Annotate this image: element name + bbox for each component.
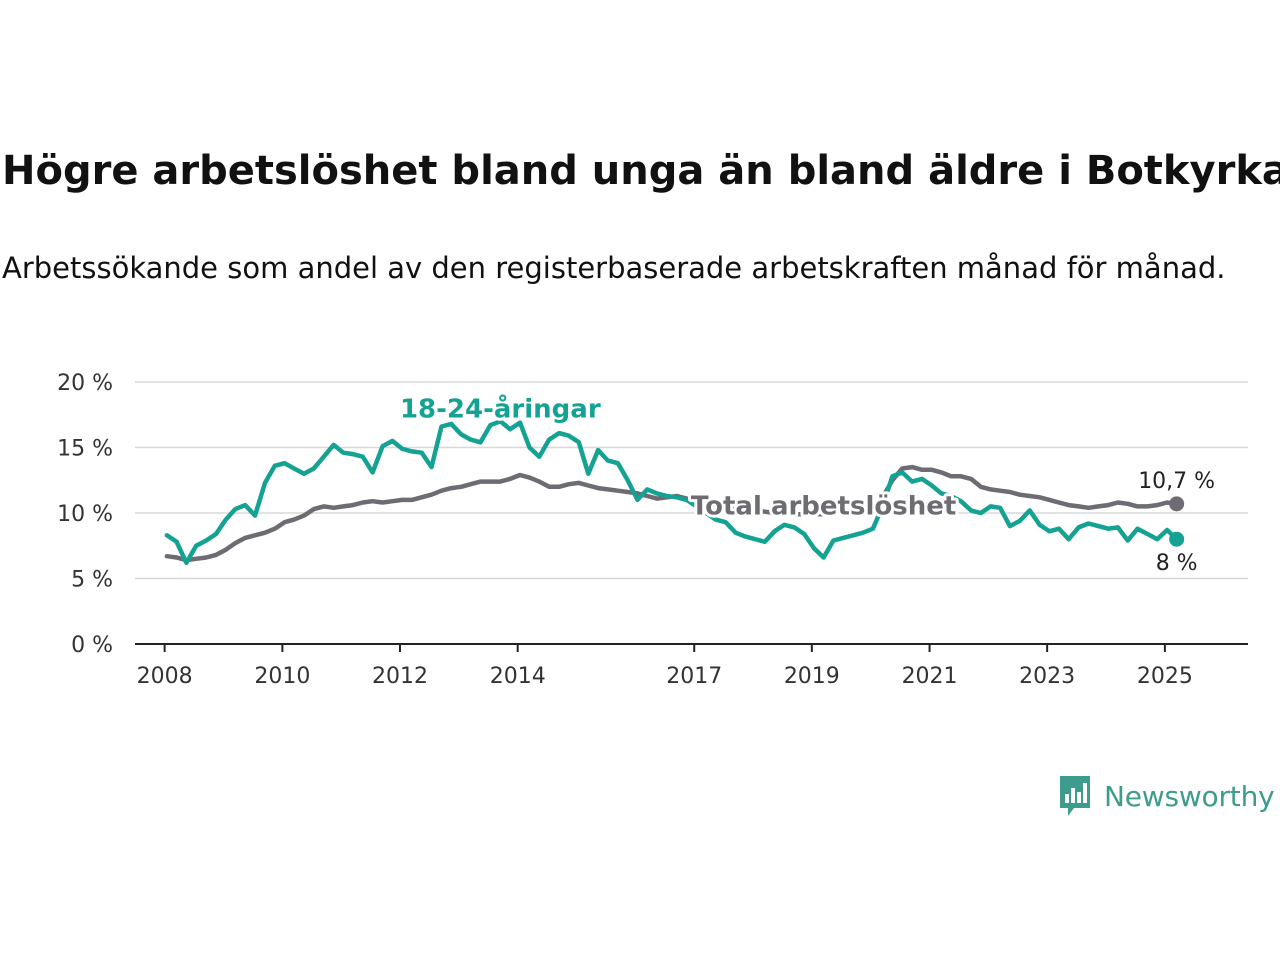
- newsworthy-chart-icon: [1060, 776, 1090, 816]
- x-tick-label: 2008: [137, 664, 193, 689]
- brand-name: Newsworthy: [1104, 779, 1275, 813]
- x-tick-label: 2021: [902, 664, 958, 689]
- y-tick-label: 10 %: [57, 502, 113, 527]
- newsworthy-logo: Newsworthy: [1058, 772, 1275, 820]
- series-line: [164, 419, 1179, 566]
- series-end-marker: [1169, 531, 1185, 547]
- axis-layer: 0 % 5 % 10 % 15 % 20 % 2008 2010 2012 2014 2017 20…: [57, 371, 1248, 689]
- y-tick-label: 5 %: [71, 568, 113, 593]
- series-end-marker: [1169, 496, 1185, 512]
- x-tick-label: 2023: [1019, 664, 1075, 689]
- series-annotation-label: 18-24-åringar: [400, 393, 601, 425]
- series-annotation-label: Total arbetslöshet: [691, 491, 956, 521]
- series-layer: [164, 419, 1185, 566]
- x-tick-label: 2014: [490, 664, 546, 689]
- x-tick-label: 2012: [372, 664, 428, 689]
- end-value-label: 8 %: [1156, 551, 1198, 576]
- line-chart: 0 % 5 % 10 % 15 % 20 % 2008 2010 2012 2014 2017 20…: [57, 371, 1248, 689]
- end-value-label: 10,7 %: [1138, 469, 1215, 494]
- y-tick-label: 15 %: [57, 437, 113, 462]
- grid-layer: [135, 381, 1248, 580]
- x-tick-label: 2025: [1137, 664, 1193, 689]
- x-tick-label: 2017: [666, 664, 722, 689]
- chart-subtitle: Arbetssökande som andel av den registerb…: [2, 251, 1226, 285]
- chart-title: Högre arbetslöshet bland unga än bland ä…: [2, 148, 1280, 194]
- y-tick-label: 0 %: [71, 633, 113, 658]
- label-layer: 10,7 % 8 % 18-24-åringar Total arbetslöshet: [397, 390, 1215, 577]
- x-tick-label: 2010: [254, 664, 310, 689]
- x-tick-label: 2019: [784, 664, 840, 689]
- y-tick-label: 20 %: [57, 371, 113, 396]
